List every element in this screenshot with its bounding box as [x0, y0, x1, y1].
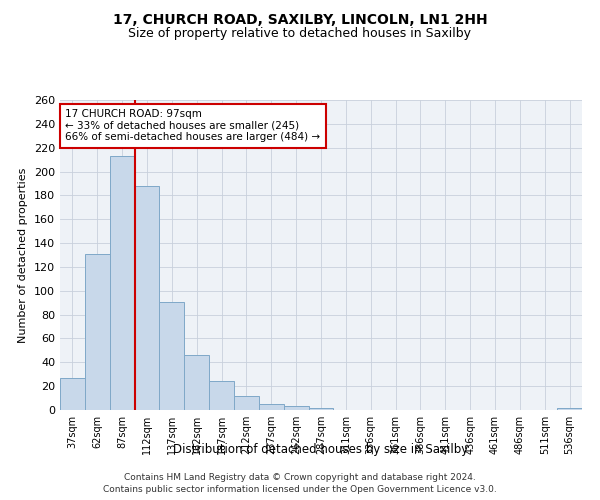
- Y-axis label: Number of detached properties: Number of detached properties: [19, 168, 28, 342]
- Bar: [557, 408, 582, 410]
- Text: Distribution of detached houses by size in Saxilby: Distribution of detached houses by size …: [173, 442, 469, 456]
- Bar: [259, 404, 284, 410]
- Bar: [308, 408, 334, 410]
- Text: Contains HM Land Registry data © Crown copyright and database right 2024.: Contains HM Land Registry data © Crown c…: [124, 472, 476, 482]
- Text: Size of property relative to detached houses in Saxilby: Size of property relative to detached ho…: [128, 28, 472, 40]
- Bar: [184, 355, 209, 410]
- Bar: [110, 156, 134, 410]
- Bar: [234, 396, 259, 410]
- Bar: [160, 302, 184, 410]
- Text: 17, CHURCH ROAD, SAXILBY, LINCOLN, LN1 2HH: 17, CHURCH ROAD, SAXILBY, LINCOLN, LN1 2…: [113, 12, 487, 26]
- Bar: [209, 382, 234, 410]
- Text: 17 CHURCH ROAD: 97sqm
← 33% of detached houses are smaller (245)
66% of semi-det: 17 CHURCH ROAD: 97sqm ← 33% of detached …: [65, 110, 320, 142]
- Bar: [60, 378, 85, 410]
- Text: Contains public sector information licensed under the Open Government Licence v3: Contains public sector information licen…: [103, 485, 497, 494]
- Bar: [134, 186, 160, 410]
- Bar: [85, 254, 110, 410]
- Bar: [284, 406, 308, 410]
